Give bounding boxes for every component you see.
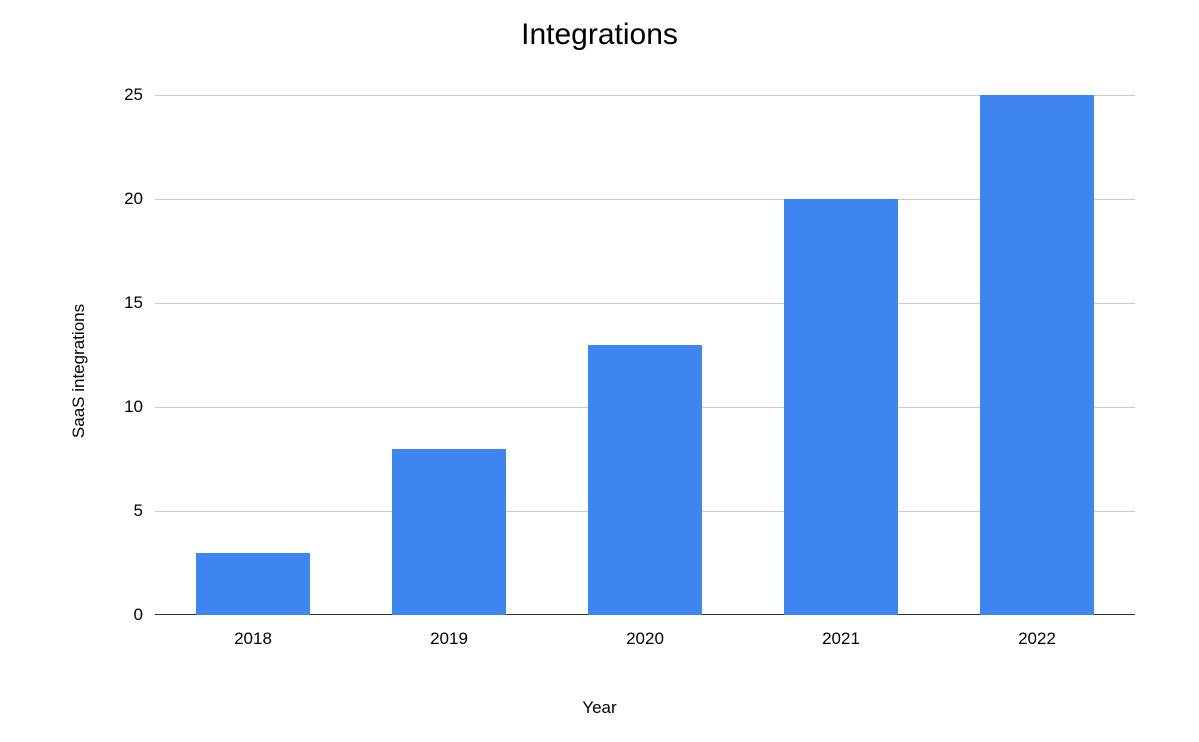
x-tick-label: 2018 (234, 615, 272, 649)
chart-title: Integrations (0, 18, 1199, 52)
y-tick-label: 0 (134, 605, 155, 625)
y-tick-label: 15 (124, 293, 155, 313)
y-tick-label: 20 (124, 189, 155, 209)
x-tick-label: 2021 (822, 615, 860, 649)
bar (980, 95, 1094, 615)
x-tick-label: 2020 (626, 615, 664, 649)
y-tick-label: 25 (124, 85, 155, 105)
bar (588, 345, 702, 615)
y-axis-label: SaaS integrations (69, 304, 89, 438)
x-tick-label: 2019 (430, 615, 468, 649)
y-tick-label: 5 (134, 501, 155, 521)
bar (784, 199, 898, 615)
x-tick-label: 2022 (1018, 615, 1056, 649)
integrations-bar-chart: Integrations SaaS integrations 051015202… (0, 0, 1199, 742)
bar (196, 553, 310, 615)
x-axis-label: Year (0, 698, 1199, 718)
y-tick-label: 10 (124, 397, 155, 417)
plot-area: 051015202520182019202020212022 (155, 95, 1135, 615)
bar (392, 449, 506, 615)
